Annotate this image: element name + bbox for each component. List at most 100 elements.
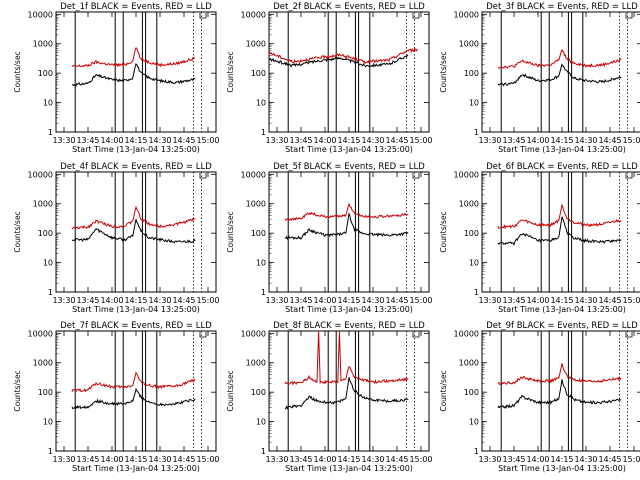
x-axis-label: Start Time (13-Jan-04 13:25:00): [285, 145, 413, 154]
y-tick-label: 100: [251, 388, 266, 397]
corner-marker: [412, 13, 420, 19]
x-tick-label: 15:00: [622, 455, 640, 464]
x-tick-label: 13:30: [478, 296, 501, 305]
series-line-lld: [284, 202, 409, 221]
chart-panel: Det_3f BLACK = Events, RED = LLD 1 10 100 10…: [439, 2, 640, 154]
y-tick-label: 1: [261, 447, 266, 456]
corner-marker: [199, 332, 207, 338]
x-tick-label: 13:30: [52, 455, 75, 464]
y-axis-label: Counts/sec: [13, 51, 22, 92]
y-tick-label: 1000: [459, 359, 479, 368]
series-line-events: [284, 212, 409, 240]
y-tick-label: 10: [469, 259, 479, 268]
x-axis-label: Start Time (13-Jan-04 13:25:00): [498, 464, 626, 473]
series-line-events: [497, 379, 622, 409]
y-tick-label: 10: [469, 99, 479, 108]
x-tick-label: 13:45: [502, 136, 525, 145]
y-tick-label: 100: [38, 69, 53, 78]
x-tick-label: 14:45: [598, 455, 621, 464]
x-tick-label: 14:00: [526, 455, 549, 464]
y-tick-label: 10000: [28, 10, 53, 19]
chart-panel: Det_7f BLACK = Events, RED = LLD 1 10 100 10…: [13, 321, 220, 473]
chart-panel: Det_6f BLACK = Events, RED = LLD 1 10 100 10…: [439, 162, 640, 314]
x-tick-label: 14:45: [598, 136, 621, 145]
x-tick-label: 14:15: [550, 455, 573, 464]
x-tick-label: 13:30: [52, 136, 75, 145]
x-tick-label: 14:45: [598, 296, 621, 305]
chart-title: Det_7f BLACK = Events, RED = LLD: [60, 321, 212, 331]
x-tick-label: 15:00: [409, 296, 432, 305]
x-tick-label: 13:45: [289, 296, 312, 305]
chart-title: Det_8f BLACK = Events, RED = LLD: [273, 321, 425, 331]
y-tick-label: 100: [38, 229, 53, 238]
x-tick-label: 14:15: [550, 136, 573, 145]
y-tick-label: 10: [43, 99, 53, 108]
y-tick-label: 1000: [33, 359, 53, 368]
x-axis-label: Start Time (13-Jan-04 13:25:00): [285, 305, 413, 314]
y-tick-label: 1000: [459, 40, 479, 49]
plot-frame: [55, 171, 217, 293]
y-tick-label: 10000: [454, 10, 479, 19]
y-tick-label: 1: [48, 288, 53, 297]
chart-panel: Det_4f BLACK = Events, RED = LLD 1 10 100 10…: [13, 162, 220, 314]
chart-title: Det_5f BLACK = Events, RED = LLD: [273, 162, 425, 172]
y-tick-label: 1000: [246, 359, 266, 368]
y-tick-label: 1: [261, 288, 266, 297]
x-tick-label: 14:00: [313, 455, 336, 464]
plot-frame: [481, 171, 640, 293]
x-tick-label: 14:30: [361, 296, 384, 305]
y-tick-label: 1: [261, 128, 266, 137]
y-tick-label: 10: [469, 418, 479, 427]
x-tick-label: 14:15: [124, 136, 147, 145]
x-tick-label: 14:00: [526, 296, 549, 305]
x-tick-label: 13:30: [478, 455, 501, 464]
chart-title: Det_4f BLACK = Events, RED = LLD: [60, 162, 212, 172]
y-tick-label: 1000: [33, 40, 53, 49]
x-tick-label: 13:45: [76, 136, 99, 145]
y-tick-label: 100: [464, 388, 479, 397]
series-line-events: [497, 216, 622, 246]
x-tick-label: 14:15: [337, 296, 360, 305]
y-axis-label: Counts/sec: [226, 370, 235, 411]
y-tick-label: 100: [464, 229, 479, 238]
x-tick-label: 15:00: [409, 136, 432, 145]
plot-frame: [481, 11, 640, 133]
y-tick-label: 1: [474, 288, 479, 297]
x-tick-label: 14:30: [574, 296, 597, 305]
x-tick-label: 14:45: [385, 455, 408, 464]
chart-panel: Det_9f BLACK = Events, RED = LLD 1 10 100 10…: [439, 321, 640, 473]
x-tick-label: 14:15: [124, 296, 147, 305]
y-tick-label: 10000: [28, 329, 53, 338]
chart-panel: Det_2f BLACK = Events, RED = LLD 1 10 100 10…: [226, 2, 433, 154]
y-tick-label: 10: [43, 418, 53, 427]
x-tick-label: 13:30: [265, 136, 288, 145]
x-tick-label: 14:30: [148, 296, 171, 305]
x-tick-label: 14:00: [100, 296, 123, 305]
x-axis-label: Start Time (13-Jan-04 13:25:00): [285, 464, 413, 473]
x-tick-label: 14:30: [361, 136, 384, 145]
x-tick-label: 15:00: [409, 455, 432, 464]
y-tick-label: 10000: [454, 170, 479, 179]
x-axis-label: Start Time (13-Jan-04 13:25:00): [72, 145, 200, 154]
x-tick-label: 13:45: [502, 455, 525, 464]
x-tick-label: 14:15: [337, 455, 360, 464]
y-tick-label: 100: [464, 69, 479, 78]
corner-marker: [412, 173, 420, 179]
x-axis-label: Start Time (13-Jan-04 13:25:00): [72, 305, 200, 314]
x-tick-label: 13:30: [478, 136, 501, 145]
y-axis-label: Counts/sec: [13, 370, 22, 411]
series-line-events: [71, 219, 196, 244]
x-axis-label: Start Time (13-Jan-04 13:25:00): [498, 305, 626, 314]
chart-title: Det_3f BLACK = Events, RED = LLD: [486, 2, 638, 12]
x-tick-label: 14:30: [361, 455, 384, 464]
y-tick-label: 1: [474, 128, 479, 137]
x-tick-label: 14:00: [313, 296, 336, 305]
y-axis-label: Counts/sec: [439, 51, 448, 92]
x-tick-label: 13:45: [76, 455, 99, 464]
y-tick-label: 1000: [246, 200, 266, 209]
x-tick-label: 14:45: [172, 455, 195, 464]
x-tick-label: 13:45: [76, 296, 99, 305]
x-tick-label: 14:00: [100, 455, 123, 464]
y-axis-label: Counts/sec: [439, 211, 448, 252]
